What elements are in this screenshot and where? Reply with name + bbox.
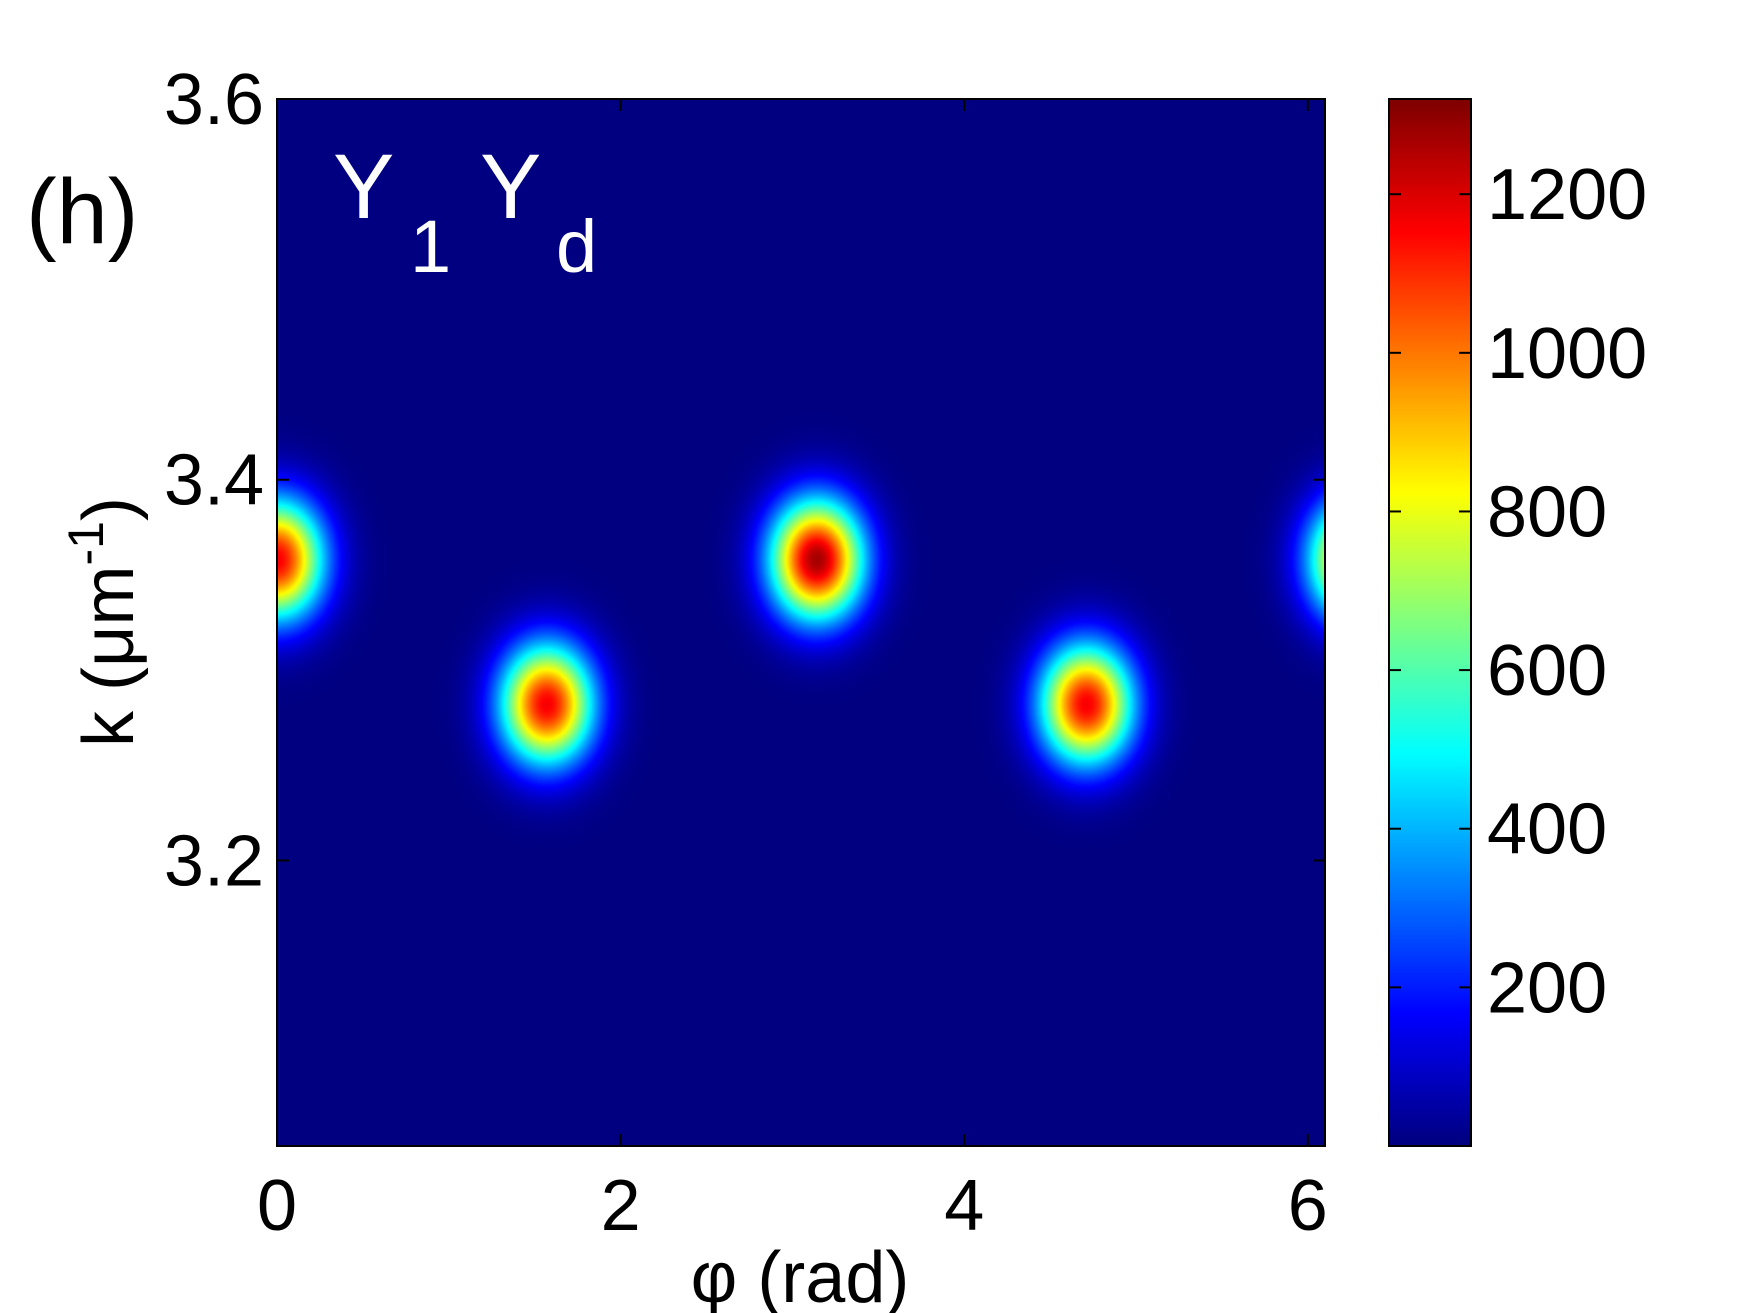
x-axis-label: φ (rad)	[691, 1238, 910, 1313]
annotation-y1-main: Y	[333, 136, 394, 238]
heatmap-raster	[277, 99, 1325, 1146]
colorbar: 200 400 600 800 1000 1200	[1388, 98, 1647, 1147]
colorbar-tick-label: 200	[1487, 948, 1607, 1028]
x-axis: 0 2 4 6	[257, 99, 1328, 1246]
colorbar-tick-label: 1000	[1487, 314, 1647, 394]
y-axis-label-sup: -1	[58, 521, 114, 565]
annotation-y1-sub: 1	[410, 205, 451, 288]
colorbar-gradient	[1389, 99, 1471, 1146]
y-tick-label: 3.4	[164, 441, 264, 521]
y-tick-label: 3.2	[164, 821, 264, 901]
plot-frame	[276, 98, 1326, 1147]
plot-area	[276, 98, 1326, 1147]
colorbar-tick-label: 600	[1487, 631, 1607, 711]
colorbar-tick-label: 1200	[1487, 155, 1647, 235]
y-axis-label: k (μm-1)	[58, 497, 149, 747]
x-tick-label: 2	[601, 1166, 641, 1246]
y-axis-label-close: )	[69, 497, 149, 521]
x-tick-label: 0	[257, 1166, 297, 1246]
annotation-yd-sub: d	[556, 205, 597, 288]
colorbar-tick-label: 400	[1487, 790, 1607, 870]
x-tick-label: 4	[944, 1166, 984, 1246]
colorbar-frame	[1388, 98, 1472, 1147]
panel-label: (h)	[26, 161, 138, 263]
annotation-y1-yd: Y 1 Y d	[333, 136, 597, 288]
x-tick-label: 6	[1288, 1166, 1328, 1246]
y-axis-label-main: k (μm	[69, 566, 149, 747]
annotation-yd-main: Y	[480, 136, 541, 238]
y-tick-label: 3.6	[164, 60, 264, 140]
heatmap-image	[277, 99, 1325, 1146]
colorbar-tick-label: 800	[1487, 472, 1607, 552]
colorbar-ticks: 200 400 600 800 1000 1200	[1389, 155, 1647, 1028]
y-axis: 3.2 3.4 3.6	[164, 60, 1325, 901]
